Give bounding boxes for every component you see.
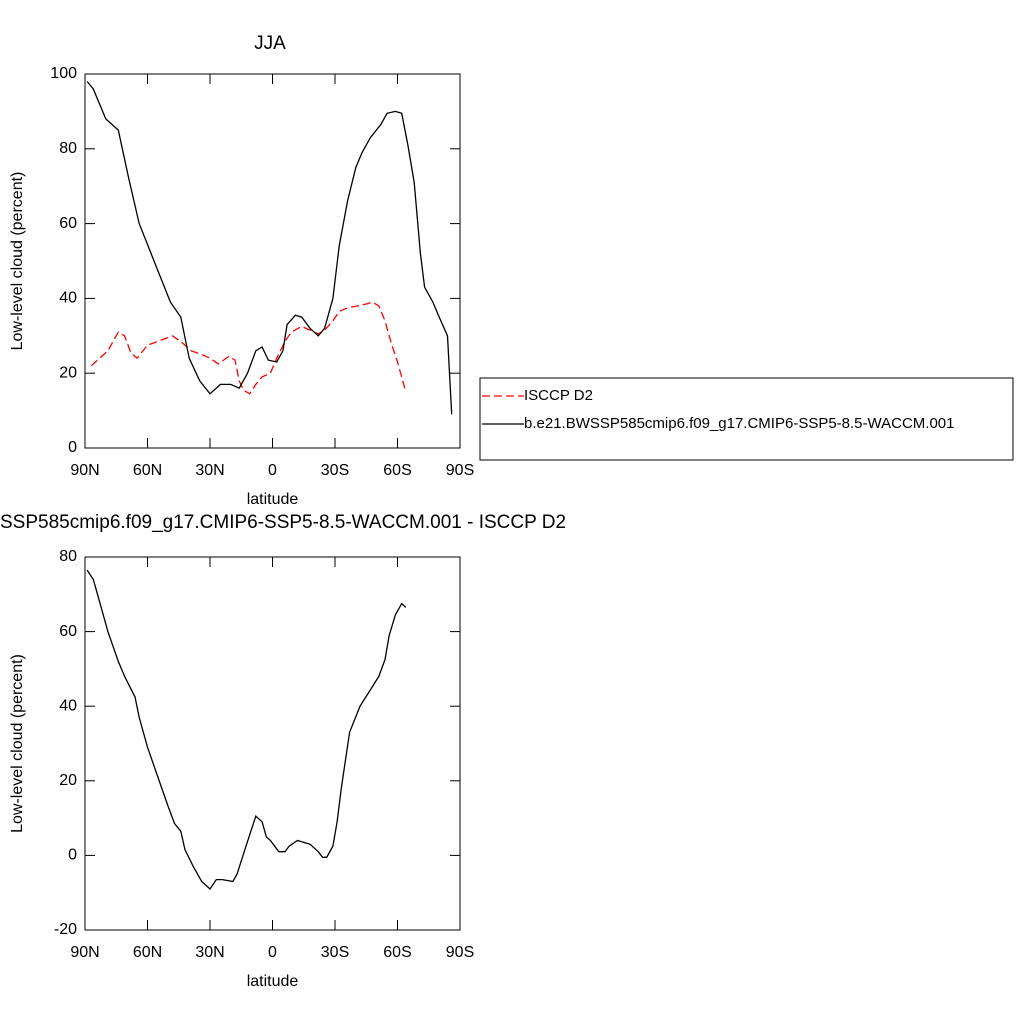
x-tick-label: 90N	[70, 944, 99, 961]
x-tick-label: 30S	[321, 944, 349, 961]
x-tick-label: 60S	[383, 462, 411, 479]
plot-frame	[84, 556, 461, 931]
y-tick-label: 80	[59, 140, 77, 157]
x-tick-label: 60S	[383, 944, 411, 961]
x-tick-label: 0	[268, 462, 277, 479]
plot-frame	[84, 73, 461, 449]
y-tick-label: 40	[59, 290, 77, 307]
x-tick-label: 90N	[70, 462, 99, 479]
x-tick-label: 90S	[446, 944, 474, 961]
y-tick-label: 60	[59, 215, 77, 232]
x-tick-label: 30S	[321, 462, 349, 479]
y-axis-label: Low-level cloud (percent)	[9, 172, 26, 351]
y-tick-label: 60	[59, 623, 77, 640]
x-tick-label: 60N	[133, 944, 162, 961]
y-tick-label: 0	[68, 439, 77, 456]
data-line	[86, 569, 407, 890]
y-tick-label: 20	[59, 772, 77, 789]
y-tick-label: 40	[59, 697, 77, 714]
x-tick-label: 90S	[446, 462, 474, 479]
legend-box	[479, 377, 1014, 461]
x-axis-label: latitude	[247, 491, 299, 508]
x-tick-label: 0	[268, 944, 277, 961]
x-tick-label: 60N	[133, 462, 162, 479]
legend-label: ISCCP D2	[524, 387, 593, 404]
y-tick-label: 80	[59, 548, 77, 565]
y-tick-label: 0	[68, 847, 77, 864]
legend-label: b.e21.BWSSP585cmip6.f09_g17.CMIP6-SSP5-8…	[524, 415, 954, 432]
data-line	[86, 81, 453, 415]
x-tick-label: 30N	[195, 462, 224, 479]
data-line	[90, 301, 407, 395]
y-axis-label: Low-level cloud (percent)	[9, 654, 26, 833]
x-tick-label: 30N	[195, 944, 224, 961]
y-tick-label: -20	[54, 921, 77, 938]
chart-title: JJA	[254, 33, 286, 54]
y-tick-label: 20	[59, 364, 77, 381]
y-tick-label: 100	[50, 65, 77, 82]
chart-title: SSP585cmip6.f09_g17.CMIP6-SSP5-8.5-WACCM…	[0, 512, 566, 533]
x-axis-label: latitude	[247, 973, 299, 990]
